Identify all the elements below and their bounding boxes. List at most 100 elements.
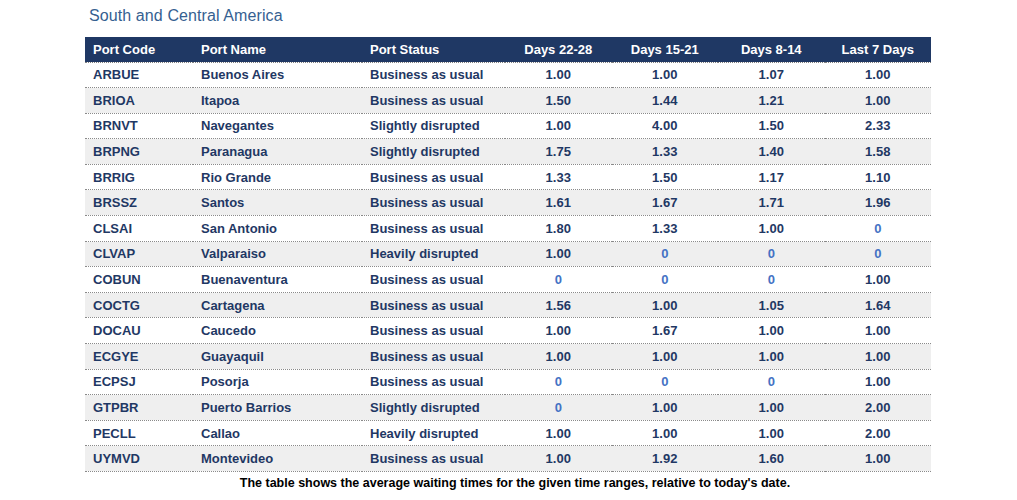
cell-last-7-days: 0 [825, 241, 932, 267]
cell-port-name: Guayaquil [193, 344, 362, 370]
cell-days-22-28: 1.50 [505, 88, 612, 114]
cell-port-name: Caucedo [193, 318, 362, 344]
cell-port-code: COBUN [85, 267, 193, 293]
cell-port-status: Slightly disrupted [362, 139, 505, 165]
cell-days-15-21: 1.67 [612, 318, 719, 344]
cell-days-22-28: 1.80 [505, 216, 612, 242]
cell-last-7-days: 1.00 [825, 62, 932, 88]
cell-port-code: DOCAU [85, 318, 193, 344]
port-waiting-times-table: Port CodePort NamePort StatusDays 22-28D… [85, 37, 931, 472]
cell-days-15-21: 0 [612, 241, 719, 267]
cell-port-name: Paranagua [193, 139, 362, 165]
cell-port-code: CLVAP [85, 241, 193, 267]
cell-days-22-28: 1.00 [505, 318, 612, 344]
cell-days-8-14: 1.00 [718, 420, 825, 446]
table-row[interactable]: PECLLCallaoHeavily disrupted1.001.001.00… [85, 420, 931, 446]
cell-port-status: Business as usual [362, 190, 505, 216]
cell-last-7-days: 1.00 [825, 446, 932, 472]
cell-port-status: Business as usual [362, 216, 505, 242]
cell-port-status: Business as usual [362, 88, 505, 114]
cell-days-8-14: 1.00 [718, 318, 825, 344]
cell-days-22-28: 0 [505, 395, 612, 421]
table-row[interactable]: CLSAISan AntonioBusiness as usual1.801.3… [85, 216, 931, 242]
column-header-days-15-21: Days 15-21 [612, 37, 719, 62]
table-row[interactable]: BRIOAItapoaBusiness as usual1.501.441.21… [85, 88, 931, 114]
cell-days-8-14: 1.40 [718, 139, 825, 165]
table-row[interactable]: GTPBRPuerto BarriosSlightly disrupted0 1.… [85, 395, 931, 421]
table-footnote: The table shows the average waiting time… [85, 476, 945, 490]
column-header-days-22-28: Days 22-28 [505, 37, 612, 62]
cell-days-15-21: 1.44 [612, 88, 719, 114]
cell-port-status: Slightly disrupted [362, 395, 505, 421]
cell-port-name: Puerto Barrios [193, 395, 362, 421]
cell-days-8-14: 1.00 [718, 395, 825, 421]
cell-last-7-days: 2.33 [825, 113, 932, 139]
table-row[interactable]: ECPSJPosorjaBusiness as usual0001.00 [85, 369, 931, 395]
cell-days-15-21: 1.00 [612, 292, 719, 318]
table-row[interactable]: BRPNGParanaguaSlightly disrupted1.751.33… [85, 139, 931, 165]
cell-port-code: COCTG [85, 292, 193, 318]
cell-last-7-days: 1.00 [825, 267, 932, 293]
table-row[interactable]: ARBUEBuenos AiresBusiness as usual1.001.… [85, 62, 931, 88]
cell-port-status: Business as usual [362, 267, 505, 293]
cell-port-code: BRPNG [85, 139, 193, 165]
cell-last-7-days: 1.00 [825, 88, 932, 114]
cell-last-7-days: 1.58 [825, 139, 932, 165]
table-row[interactable]: ECGYEGuayaquilBusiness as usual1.001.001… [85, 344, 931, 370]
cell-days-8-14: 1.60 [718, 446, 825, 472]
cell-days-15-21: 0 [612, 369, 719, 395]
cell-days-15-21: 1.50 [612, 164, 719, 190]
cell-port-name: Itapoa [193, 88, 362, 114]
cell-days-15-21: 4.00 [612, 113, 719, 139]
cell-port-status: Business as usual [362, 344, 505, 370]
cell-port-code: BRRIG [85, 164, 193, 190]
cell-days-15-21: 1.92 [612, 446, 719, 472]
cell-days-22-28: 1.75 [505, 139, 612, 165]
cell-port-code: PECLL [85, 420, 193, 446]
cell-days-15-21: 0 [612, 267, 719, 293]
cell-port-status: Slightly disrupted [362, 113, 505, 139]
cell-last-7-days: 2.00 [825, 395, 932, 421]
cell-port-name: Posorja [193, 369, 362, 395]
cell-days-8-14: 1.50 [718, 113, 825, 139]
cell-last-7-days: 1.00 [825, 369, 932, 395]
cell-last-7-days: 1.00 [825, 318, 932, 344]
column-header-port-name: Port Name [193, 37, 362, 62]
cell-port-code: GTPBR [85, 395, 193, 421]
column-header-port-status: Port Status [362, 37, 505, 62]
cell-days-22-28: 1.00 [505, 446, 612, 472]
table-row[interactable]: UYMVDMontevideoBusiness as usual1.001.92… [85, 446, 931, 472]
cell-days-8-14: 1.00 [718, 344, 825, 370]
table-row[interactable]: BRNVTNavegantesSlightly disrupted1.004.0… [85, 113, 931, 139]
cell-port-code: UYMVD [85, 446, 193, 472]
cell-port-name: Buenaventura [193, 267, 362, 293]
table-row[interactable]: BRSSZSantosBusiness as usual1.611.671.71… [85, 190, 931, 216]
table-row[interactable]: COBUNBuenaventuraBusiness as usual0001.0… [85, 267, 931, 293]
cell-port-status: Business as usual [362, 369, 505, 395]
cell-port-code: ARBUE [85, 62, 193, 88]
cell-last-7-days: 0 [825, 216, 932, 242]
cell-last-7-days: 1.96 [825, 190, 932, 216]
cell-days-15-21: 1.00 [612, 344, 719, 370]
cell-days-8-14: 1.00 [718, 216, 825, 242]
cell-days-22-28: 1.61 [505, 190, 612, 216]
table-row[interactable]: COCTGCartagenaBusiness as usual1.561.001… [85, 292, 931, 318]
cell-days-22-28: 1.00 [505, 113, 612, 139]
table-header: Port CodePort NamePort StatusDays 22-28D… [85, 37, 931, 62]
cell-port-code: BRSSZ [85, 190, 193, 216]
cell-days-15-21: 1.33 [612, 139, 719, 165]
table-row[interactable]: CLVAPValparaisoHeavily disrupted1.00000 [85, 241, 931, 267]
cell-port-name: Callao [193, 420, 362, 446]
cell-days-8-14: 1.17 [718, 164, 825, 190]
cell-port-name: Rio Grande [193, 164, 362, 190]
cell-last-7-days: 2.00 [825, 420, 932, 446]
cell-days-15-21: 1.67 [612, 190, 719, 216]
cell-days-15-21: 1.00 [612, 420, 719, 446]
cell-port-name: Navegantes [193, 113, 362, 139]
cell-days-8-14: 0 [718, 369, 825, 395]
table-row[interactable]: BRRIGRio GrandeBusiness as usual1.331.50… [85, 164, 931, 190]
table-row[interactable]: DOCAUCaucedoBusiness as usual1.001.671.0… [85, 318, 931, 344]
cell-days-22-28: 1.00 [505, 241, 612, 267]
table-body: ARBUEBuenos AiresBusiness as usual1.001.… [85, 62, 931, 472]
cell-days-8-14: 1.05 [718, 292, 825, 318]
